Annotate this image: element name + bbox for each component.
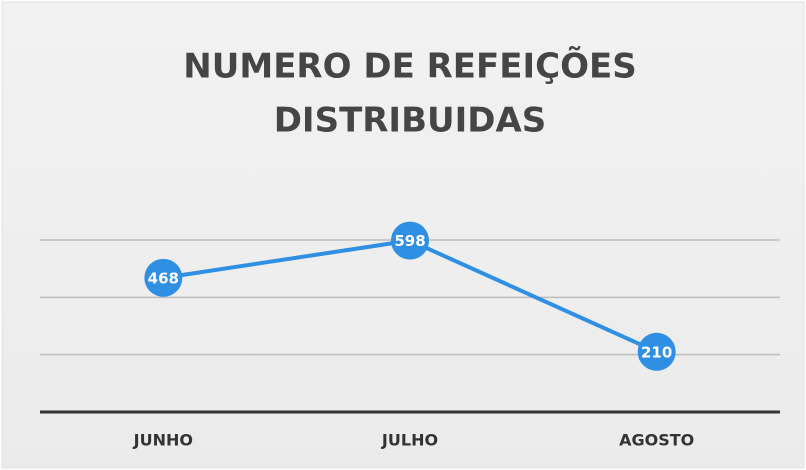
marker	[637, 332, 676, 371]
value-label: 598	[394, 232, 425, 250]
value-label: 468	[148, 269, 179, 287]
x-tick-label: JULHO	[381, 431, 438, 450]
chart-title: NUMERO DE REFEIÇÕES	[183, 46, 636, 87]
marker	[391, 221, 429, 260]
chart-title: DISTRIBUIDAS	[274, 101, 547, 141]
x-tick-label: JUNHO	[133, 431, 193, 450]
marker	[144, 258, 183, 297]
value-label: 210	[641, 343, 672, 361]
x-tick-label: AGOSTO	[619, 431, 694, 450]
